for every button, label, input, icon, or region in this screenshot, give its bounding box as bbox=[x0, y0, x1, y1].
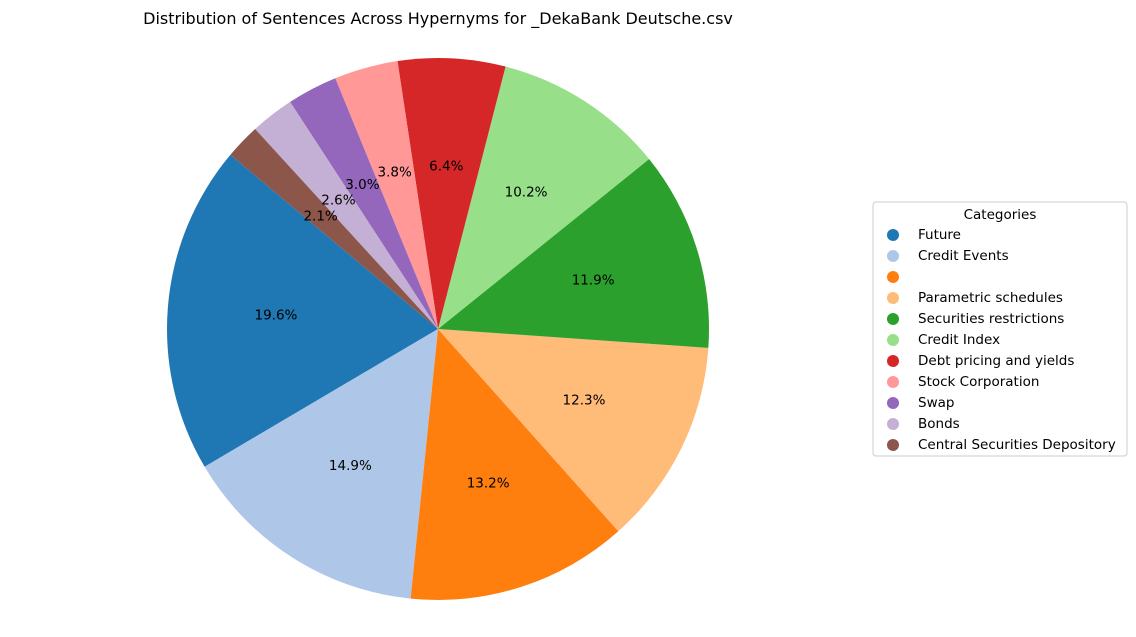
legend-marker bbox=[887, 439, 899, 451]
legend-items: Future Credit Events Parametric schedules S… bbox=[887, 227, 1116, 453]
legend-marker bbox=[887, 418, 899, 430]
legend-label: Future bbox=[918, 227, 961, 243]
legend-marker bbox=[887, 313, 899, 325]
chart-title: Distribution of Sentences Across Hyperny… bbox=[143, 9, 733, 29]
pie-slice bbox=[230, 129, 438, 329]
pie-slice bbox=[255, 101, 438, 330]
slice-percentage-label: 14.9% bbox=[329, 458, 372, 474]
legend-label: Parametric schedules bbox=[918, 290, 1063, 306]
legend-marker bbox=[887, 376, 899, 388]
legend-marker bbox=[887, 355, 899, 367]
legend-marker bbox=[887, 271, 899, 283]
legend: Categories Future Credit Events Parametric… bbox=[872, 201, 1128, 457]
legend-label: Credit Index bbox=[918, 332, 1000, 348]
slice-percentage-label: 3.0% bbox=[345, 177, 379, 193]
pie-slice bbox=[397, 58, 506, 329]
slice-percentage-label: 19.6% bbox=[255, 308, 298, 324]
slice-percentage-label: 2.1% bbox=[303, 208, 337, 224]
pie-slice bbox=[335, 61, 438, 329]
legend-title: Categories bbox=[964, 207, 1037, 223]
pie-slice bbox=[410, 329, 619, 600]
pie-slices bbox=[166, 58, 709, 600]
legend-marker bbox=[887, 334, 899, 346]
pie-slice bbox=[438, 66, 650, 329]
slice-percentage-label: 10.2% bbox=[505, 184, 548, 200]
slice-percentage-label: 6.4% bbox=[429, 159, 463, 175]
legend-marker bbox=[887, 250, 899, 262]
slice-percentage-label: 3.8% bbox=[378, 164, 412, 180]
legend-frame bbox=[872, 201, 1128, 457]
legend-label: Central Securities Depository bbox=[918, 437, 1116, 453]
legend-marker bbox=[887, 229, 899, 241]
pie-slice bbox=[166, 154, 438, 467]
percentage-labels: 19.6% 14.9% 13.2% 12.3% 11.9% 10.2% 6.4% 3.8%3.… bbox=[255, 159, 615, 492]
slice-percentage-label: 13.2% bbox=[467, 476, 510, 492]
pie-slice bbox=[204, 329, 438, 599]
legend-label: Securities restrictions bbox=[918, 311, 1064, 327]
legend-label: Debt pricing and yields bbox=[918, 353, 1074, 369]
pie-slice bbox=[290, 78, 438, 329]
legend-marker bbox=[887, 397, 899, 409]
legend-marker bbox=[887, 292, 899, 304]
legend-label: Stock Corporation bbox=[918, 374, 1039, 390]
pie-slice bbox=[438, 329, 709, 532]
slice-percentage-label: 11.9% bbox=[572, 272, 615, 288]
pie-slice bbox=[438, 159, 709, 348]
slice-percentage-label: 2.6% bbox=[321, 192, 355, 208]
legend-label: Bonds bbox=[918, 416, 960, 432]
slice-percentage-label: 12.3% bbox=[563, 393, 606, 409]
legend-label: Credit Events bbox=[918, 248, 1009, 264]
legend-label: Swap bbox=[918, 395, 954, 411]
